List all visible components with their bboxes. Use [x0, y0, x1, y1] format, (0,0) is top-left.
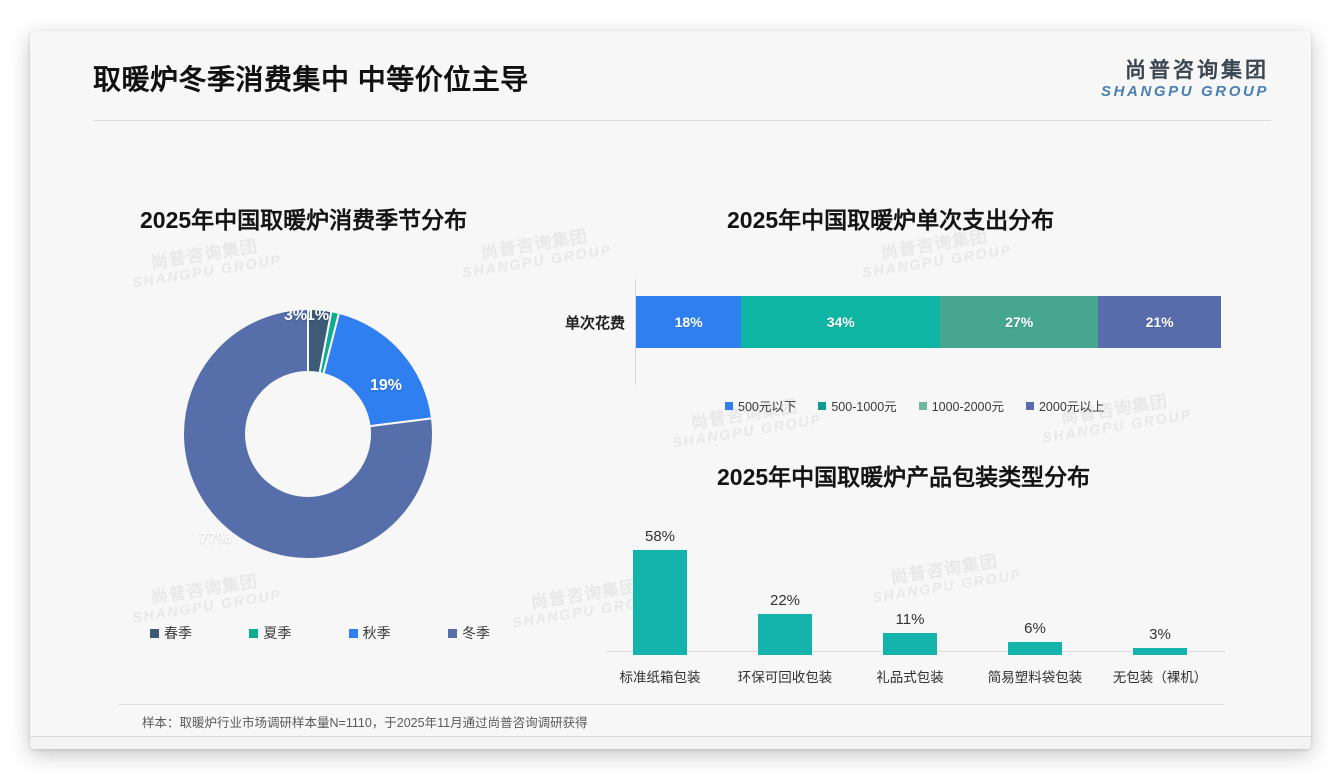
column-slot-2[interactable]: 11% 礼品式包装: [848, 511, 972, 686]
watermark-en: SHANGPU GROUP: [671, 411, 823, 451]
column-value-3: 6%: [1024, 620, 1046, 637]
watermark-en: SHANGPU GROUP: [861, 241, 1013, 281]
column-slot-3[interactable]: 6% 简易塑料袋包装: [973, 511, 1097, 686]
column-value-0: 58%: [644, 528, 676, 545]
column-value-4: 3%: [1149, 626, 1171, 643]
legend-label-spring: 春季: [164, 625, 192, 641]
legend-item-summer[interactable]: 夏季: [249, 623, 291, 643]
legend-item-tier2[interactable]: 500-1000元: [818, 396, 897, 415]
footer-divider: [30, 736, 1311, 737]
column-slot-4[interactable]: 3% 无包装（裸机）: [1098, 511, 1222, 686]
footnote-divider: [118, 704, 1224, 705]
column-slot-1[interactable]: 22% 环保可回收包装: [723, 511, 847, 686]
donut-chart-title: 2025年中国取暖炉消费季节分布: [140, 207, 468, 233]
column-label-3: 简易塑料袋包装: [987, 670, 1083, 685]
legend-swatch-icon: [818, 401, 827, 410]
brand-logo: 尚普咨询集团 SHANGPU GROUP: [1101, 59, 1269, 100]
donut-slices: [182, 307, 434, 560]
column-bar-4[interactable]: [1133, 648, 1187, 655]
sample-footnote: 样本：取暖炉行业市场调研样本量N=1110，于2025年11月通过尚普咨询调研获…: [142, 716, 588, 730]
legend-label-winter: 冬季: [461, 625, 490, 641]
legend-item-tier3[interactable]: 1000-2000元: [918, 396, 1004, 415]
legend-item-winter[interactable]: 冬季: [447, 623, 490, 643]
page-title: 取暖炉冬季消费集中 中等价位主导: [93, 64, 529, 95]
legend-label-tier1: 500元以下: [738, 400, 797, 414]
slide-header: 取暖炉冬季消费集中 中等价位主导 尚普咨询集团 SHANGPU GROUP: [30, 31, 1311, 121]
stacked-bar-segment-tier1[interactable]: 18%: [636, 296, 742, 348]
donut-chart-svg: [182, 307, 434, 560]
slide-footer: ©2026.1 SHANGPU GROUP www.shangpu-china.…: [30, 737, 1311, 749]
column-bar-0[interactable]: [633, 550, 687, 655]
slide-canvas: 尚普咨询集团 SHANGPU GROUP 尚普咨询集团 SHANGPU GROUP …: [30, 31, 1311, 749]
stacked-bar-chart: 单次花费 18% 34% 27% 21%: [535, 279, 1235, 389]
donut-label-spring: 3%: [284, 307, 308, 324]
donut-label-winter: 77%: [199, 530, 232, 547]
donut-label-summer: 1%: [306, 307, 330, 324]
column-bar-1[interactable]: [758, 614, 812, 655]
legend-label-tier4: 2000元以上: [1038, 400, 1105, 414]
stacked-bar-segment-tier4[interactable]: 21%: [1098, 296, 1221, 348]
column-chart: 58% 标准纸箱包装 22% 环保可回收包装 11% 礼品式包装 6% 简易塑料…: [595, 511, 1225, 686]
legend-swatch-icon: [348, 628, 358, 638]
legend-label-tier3: 1000-2000元: [931, 400, 1004, 414]
legend-item-tier1[interactable]: 500元以下: [725, 396, 796, 415]
column-label-0: 标准纸箱包装: [619, 670, 701, 685]
stacked-bar-legend: 500元以下 500-1000元 1000-2000元 2000元以上: [725, 396, 1104, 415]
column-value-1: 22%: [769, 592, 801, 609]
stacked-bar-chart-title: 2025年中国取暖炉单次支出分布: [727, 207, 1055, 233]
legend-swatch-icon: [249, 628, 259, 638]
donut-hole: [246, 372, 370, 496]
watermark-cn: 尚普咨询集团: [479, 226, 590, 263]
stacked-bar-axis-line: [635, 279, 636, 385]
column-chart-title: 2025年中国取暖炉产品包装类型分布: [717, 464, 1091, 490]
stacked-bar-track: 18% 34% 27% 21%: [636, 296, 1221, 348]
donut-chart: 3% 1% 19% 77%: [138, 266, 498, 606]
legend-swatch-icon: [918, 401, 927, 410]
column-bar-3[interactable]: [1008, 642, 1062, 655]
column-bar-2[interactable]: [883, 633, 937, 655]
column-label-4: 无包装（裸机）: [1112, 670, 1208, 685]
stacked-bar-row-label: 单次花费: [564, 315, 625, 332]
legend-swatch-icon: [1025, 401, 1034, 410]
legend-label-summer: 夏季: [263, 625, 292, 641]
legend-label-autumn: 秋季: [362, 625, 391, 641]
logo-english-text: SHANGPU GROUP: [1101, 83, 1269, 101]
logo-chinese-text: 尚普咨询集团: [1125, 59, 1269, 82]
donut-legend: 春季 夏季 秋季 冬季: [150, 623, 490, 643]
legend-item-autumn[interactable]: 秋季: [348, 623, 391, 643]
legend-item-tier4[interactable]: 2000元以上: [1025, 396, 1105, 415]
column-label-1: 环保可回收包装: [737, 670, 833, 685]
legend-item-spring[interactable]: 春季: [150, 623, 192, 643]
legend-swatch-icon: [447, 628, 457, 638]
stacked-bar-segment-tier3[interactable]: 27%: [940, 296, 1099, 348]
column-slot-0[interactable]: 58% 标准纸箱包装: [598, 511, 722, 686]
legend-swatch-icon: [150, 628, 159, 638]
column-label-2: 礼品式包装: [876, 670, 944, 685]
stacked-bar-segment-tier2[interactable]: 34%: [741, 296, 941, 348]
legend-swatch-icon: [725, 401, 733, 410]
header-divider: [93, 120, 1271, 121]
legend-label-tier2: 500-1000元: [831, 400, 897, 414]
column-value-2: 11%: [895, 611, 925, 628]
donut-label-autumn: 19%: [370, 377, 403, 394]
